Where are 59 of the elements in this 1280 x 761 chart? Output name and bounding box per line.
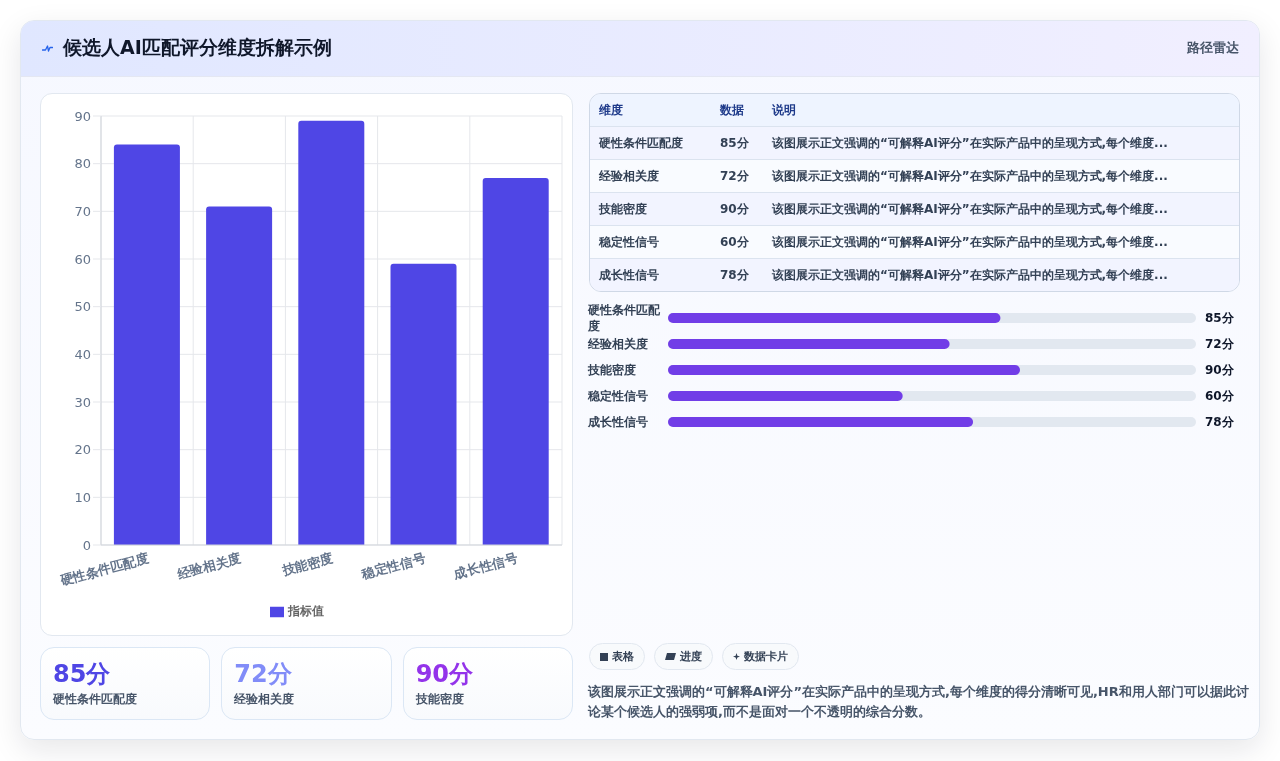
y-tick-label: 90 <box>74 108 91 124</box>
text: 成长性信号 <box>599 267 659 284</box>
bar <box>390 263 457 545</box>
y-tick-label: 成长性信号 <box>587 415 648 429</box>
text: 该图展示正文强调的“可解释AI评分”在实际产品中的呈现方式,每个维度的得分清晰可见,HR和用人部门可以据此讨论某个候选人的强弱项,而不是面对一个不透明的综合分数。 <box>588 684 1249 719</box>
y-tick-label: 20 <box>74 442 91 458</box>
text: 数据卡片 <box>744 649 788 664</box>
bar <box>298 120 365 545</box>
y-tick-label: 硬性条件匹配度 <box>587 303 661 333</box>
y-tick-label: 30 <box>74 394 91 410</box>
category-label: 维度 <box>599 101 623 119</box>
text: 60分 <box>720 233 749 251</box>
text: 该图展示正文强调的“可解释AI评分”在实际产品中的呈现方式,每个维度... <box>772 167 1168 185</box>
y-tick-label: 经验相关度 <box>587 337 648 351</box>
y-tick-label: 稳定性信号 <box>587 389 648 403</box>
data-label: 90分 <box>1205 363 1235 377</box>
text: 该图展示正文强调的“可解释AI评分”在实际产品中的呈现方式,每个维度... <box>772 233 1168 251</box>
category-label: 技能密度 <box>415 692 464 706</box>
text: 表格 <box>612 649 634 664</box>
text: 进度 <box>680 649 702 664</box>
y-tick-label: 80 <box>74 156 91 172</box>
text: 85分 <box>720 134 749 152</box>
text: 路径雷达 <box>1187 39 1239 57</box>
y-tick-label: 40 <box>74 346 91 362</box>
bar <box>482 177 549 545</box>
text: 85分 <box>53 660 111 688</box>
y-tick-label: 50 <box>74 299 91 315</box>
x-tick-label: 稳定性信号 <box>359 550 427 582</box>
text: 72分 <box>234 660 292 688</box>
data-label: 78分 <box>1205 415 1235 429</box>
text: 72分 <box>720 167 749 185</box>
y-tick-label: 70 <box>74 203 91 219</box>
text: 候选人AI匹配评分维度拆解示例 <box>63 35 332 60</box>
x-tick-label: 经验相关度 <box>174 550 243 582</box>
text: 该图展示正文强调的“可解释AI评分”在实际产品中的呈现方式,每个维度... <box>772 200 1168 218</box>
category-label: 说明 <box>772 101 796 119</box>
category-label: 数据 <box>720 101 744 119</box>
y-tick-label: 技能密度 <box>587 363 636 377</box>
y-tick-label: 10 <box>74 489 91 505</box>
text: 稳定性信号 <box>599 233 659 251</box>
text: 90分 <box>415 660 474 688</box>
legend-label: 指标值 <box>287 604 324 618</box>
data-label: 85分 <box>1205 311 1235 325</box>
data-label: 60分 <box>1205 389 1235 403</box>
text: 硬性条件匹配度 <box>599 134 683 152</box>
y-tick-label: 60 <box>74 251 91 267</box>
x-tick-label: 成长性信号 <box>451 550 520 582</box>
category-label: 硬性条件匹配度 <box>53 692 137 706</box>
text: 该图展示正文强调的“可解释AI评分”在实际产品中的呈现方式,每个维度... <box>772 134 1168 152</box>
data-label: 72分 <box>1205 337 1235 351</box>
text: 90分 <box>720 200 749 218</box>
category-label: 经验相关度 <box>234 692 295 706</box>
text: 该图展示正文强调的“可解释AI评分”在实际产品中的呈现方式,每个维度... <box>772 267 1168 284</box>
y-tick-label: 0 <box>82 537 91 553</box>
text: 78分 <box>720 267 749 284</box>
bar <box>113 144 180 545</box>
bar <box>206 206 273 545</box>
x-tick-label: 技能密度 <box>279 550 335 579</box>
text: 经验相关度 <box>599 167 659 185</box>
